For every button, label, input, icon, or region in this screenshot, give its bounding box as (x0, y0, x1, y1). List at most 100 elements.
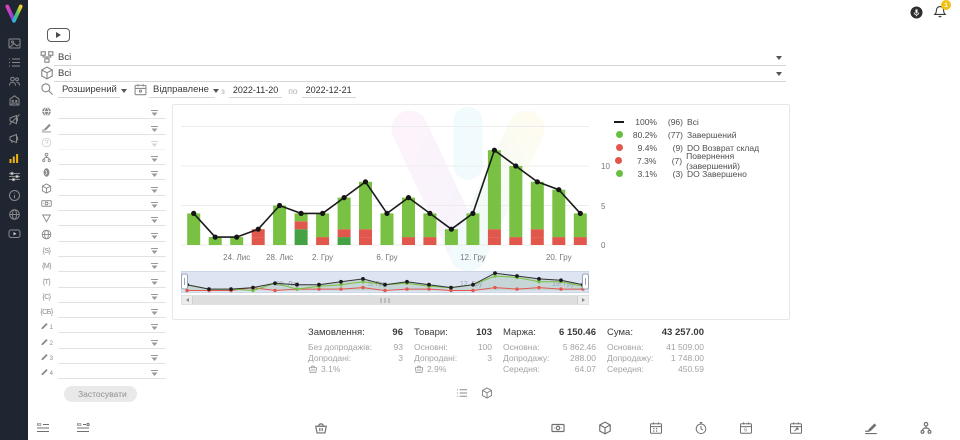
range-navigator[interactable]: 28. Лис 5. Гру 12. Гру 19. Гру (180, 270, 590, 298)
stat-subvalue: 1 748.00 (670, 352, 704, 363)
filter-panel-select-13[interactable] (58, 291, 166, 303)
legend-item[interactable]: 3.1% (3) DO Завершено (613, 167, 789, 180)
filter-panel-select-15[interactable] (58, 321, 166, 334)
sidebar-item-settings[interactable] (0, 167, 28, 185)
date-to-input[interactable]: 2022-12-21 (301, 85, 356, 98)
sidebar-item-store[interactable] (0, 91, 28, 109)
legend-label: Всі (687, 116, 699, 127)
id-list-toolbar-button[interactable]: ID (36, 421, 50, 440)
product-select[interactable]: Всі (54, 68, 786, 82)
list-icon[interactable] (456, 387, 468, 399)
calendar-export-toolbar-button[interactable] (789, 421, 803, 440)
legend-item[interactable]: 80.2% (77) Завершений (613, 128, 789, 141)
navigator-handle-right (582, 273, 589, 290)
legend-item[interactable]: 100% (96) Всі (613, 115, 789, 128)
sidebar-item-video-help[interactable] (0, 224, 28, 242)
date-from-input[interactable]: 2022-11-20 (228, 85, 283, 98)
banknote-toolbar-button[interactable] (551, 421, 565, 440)
sidebar-item-integrations[interactable] (0, 205, 28, 223)
basket-toolbar-button[interactable] (314, 421, 328, 440)
select-caret-icon (151, 339, 158, 346)
select-caret-icon (151, 171, 158, 178)
filter-panel-select-18[interactable] (58, 367, 166, 380)
cube-icon[interactable] (481, 387, 493, 399)
sidebar-item-clients[interactable] (0, 72, 28, 90)
filter-panel-select-4[interactable] (58, 153, 166, 166)
filter-panel-select-16[interactable] (58, 337, 166, 349)
filter-panel-select-5[interactable] (58, 168, 166, 181)
stat-subrow: Основна: 5 862.46 (503, 341, 596, 352)
filter-panel-row-1 (40, 104, 166, 120)
sidebar-item-promo[interactable] (0, 129, 28, 147)
timer-toolbar-button[interactable] (694, 421, 708, 440)
grip-icon (380, 298, 390, 303)
date-type-select[interactable]: Відправлене (149, 84, 219, 98)
filter-panel-select-14[interactable] (58, 306, 166, 319)
x-axis-tick: 28. Лис (266, 253, 294, 262)
sidebar-item-media[interactable] (0, 34, 28, 52)
select-caret-icon (151, 140, 158, 147)
scroll-left-button[interactable] (182, 296, 192, 304)
stat-title: Замовлення: (308, 327, 365, 338)
app-logo-icon[interactable] (4, 4, 24, 24)
filter-panel-row-5 (40, 165, 166, 181)
filter-panel-row-16: 2 (40, 333, 166, 349)
calendar-grid-toolbar-button[interactable] (649, 421, 663, 440)
legend-label: DO Возврат склад (687, 142, 760, 153)
legend-item[interactable]: 9.4% (9) DO Возврат склад (613, 141, 789, 154)
select-caret-icon (151, 247, 158, 254)
filter-panel-row-9 (40, 226, 166, 242)
stat-sublabel: Допродані: (414, 352, 458, 363)
filter-panel-select-11[interactable] (58, 260, 166, 273)
search-icon[interactable] (40, 82, 54, 96)
main-chart[interactable] (181, 113, 593, 258)
hierarchy-toolbar-button[interactable] (919, 421, 933, 440)
chart-scrollbar[interactable] (181, 295, 589, 305)
filter-panel-select-17[interactable] (58, 352, 166, 365)
source-select[interactable]: Всі (54, 52, 786, 66)
mic-icon[interactable] (910, 6, 923, 19)
info-circle-icon (8, 189, 21, 202)
apply-button[interactable]: Застосувати (64, 386, 137, 402)
cube-toolbar-button[interactable] (598, 421, 612, 440)
pen-lines-toolbar-button[interactable] (864, 421, 878, 440)
notification-badge: 1 (941, 0, 951, 10)
sidebar-item-orders-list[interactable] (0, 53, 28, 71)
calendar-alt-toolbar-button[interactable]: 6 (739, 421, 753, 440)
filter-panel-select-1[interactable] (58, 107, 166, 120)
filter-panel-select-3[interactable] (58, 138, 166, 150)
pencil-icon: 4 (40, 367, 53, 377)
filter-panel-select-12[interactable] (58, 276, 166, 288)
filter-panel-select-9[interactable] (58, 230, 166, 242)
notifications-bell-icon[interactable]: 1 (933, 0, 951, 19)
id-badge-toolbar-button[interactable]: ID (76, 421, 90, 440)
basket-icon (308, 364, 318, 374)
chevron-down-icon (120, 89, 127, 93)
brace-icon: {S} (42, 247, 51, 255)
stat-subrow: Середня: 450.59 (607, 363, 704, 374)
filter-panel-select-6[interactable] (58, 184, 166, 196)
filter-panel-select-2[interactable] (58, 123, 166, 135)
filter-panel-select-8[interactable] (58, 214, 166, 227)
select-caret-icon (151, 202, 158, 209)
video-hint-button[interactable] (47, 28, 70, 42)
sidebar-item-promo-muted[interactable] (0, 110, 28, 128)
stat-subrow: Основна: 41 509.00 (607, 341, 704, 352)
globe-sync-icon (8, 208, 21, 221)
badge-oval-icon (40, 167, 53, 178)
scrollbar-thumb[interactable] (192, 296, 578, 304)
mode-select[interactable]: Розширений (58, 84, 127, 98)
y-axis-tick: 10 (601, 162, 610, 171)
scroll-right-button[interactable] (578, 296, 588, 304)
store-icon (8, 94, 21, 107)
legend-line-marker-icon (613, 120, 625, 123)
stat-sublabel: Основна: (503, 341, 540, 352)
sidebar-item-info[interactable] (0, 186, 28, 204)
filter-panel-select-7[interactable] (58, 199, 166, 212)
stat-subvalue: 100 (477, 341, 492, 352)
legend-item[interactable]: 7.3% (7) Повернення (завершений) (613, 151, 789, 171)
stat-subvalue: 93 (393, 341, 403, 352)
y-axis-tick: 5 (601, 201, 606, 211)
filter-panel-select-10[interactable] (58, 245, 166, 257)
sidebar-item-analytics[interactable] (0, 148, 28, 166)
